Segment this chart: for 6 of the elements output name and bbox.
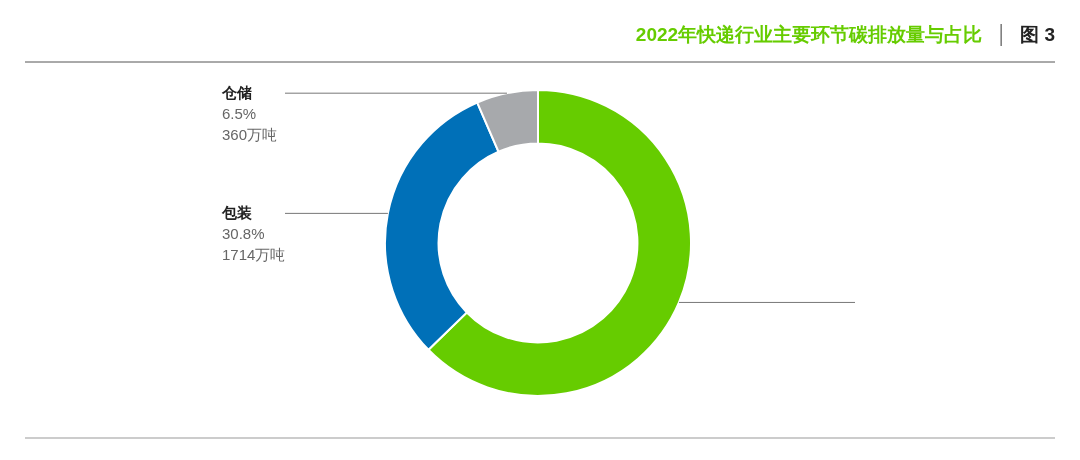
slice-label: 仓储 [221,84,252,102]
data-label: 6.5% 360万吨 [222,105,278,144]
data-label: 30.8% 1714万吨 [222,225,286,264]
text: 2022年快递行业主要环节碳排放量与占比 [635,24,983,45]
slice-label: 包装 [221,204,252,222]
caption: 图 3 [1020,24,1055,45]
